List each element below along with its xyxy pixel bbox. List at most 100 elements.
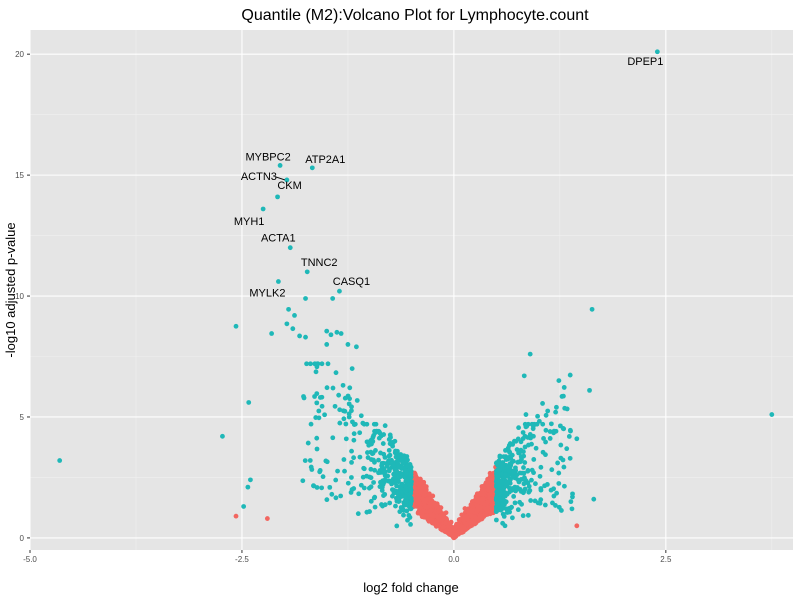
data-point-significant — [502, 523, 508, 529]
gene-label-dpep1: DPEP1 — [627, 56, 663, 68]
data-point-significant — [568, 428, 573, 434]
data-point-significant — [382, 423, 388, 429]
data-point-significant — [394, 449, 400, 455]
data-point-significant — [384, 463, 390, 469]
gene-label-casq1: CASQ1 — [333, 276, 370, 288]
data-point-significant — [341, 457, 347, 462]
data-point-not-significant — [477, 513, 483, 518]
data-point-significant — [388, 478, 394, 484]
data-point-significant — [325, 361, 331, 367]
data-point-significant — [349, 404, 354, 410]
data-point-significant — [531, 470, 536, 476]
data-point-significant — [349, 448, 354, 454]
data-point-significant — [342, 468, 347, 474]
data-point-significant — [396, 478, 401, 484]
x-tick-label: -2.5 — [235, 555, 249, 564]
data-point-significant — [547, 436, 553, 441]
data-point-significant — [530, 423, 536, 429]
x-tick-label: 0.0 — [448, 555, 460, 564]
data-point-significant — [395, 491, 401, 497]
data-point-significant — [400, 460, 406, 466]
data-point-not-significant — [452, 532, 458, 538]
data-point-not-significant — [426, 518, 432, 524]
data-point-significant — [521, 470, 527, 476]
data-point-significant — [509, 504, 514, 510]
data-point-not-significant — [484, 507, 490, 513]
data-point-significant — [313, 415, 319, 420]
data-point-significant — [337, 407, 343, 413]
data-point-significant — [547, 429, 553, 434]
data-point-not-significant — [456, 523, 462, 529]
data-point-significant — [538, 486, 544, 491]
data-point-significant — [324, 342, 330, 347]
data-point-not-significant — [421, 508, 427, 514]
data-point-not-significant — [421, 481, 426, 487]
data-point-significant — [503, 499, 509, 505]
data-point-significant — [589, 306, 595, 312]
data-point-significant — [386, 447, 392, 453]
data-point-significant — [537, 473, 543, 479]
data-point-significant — [515, 477, 521, 483]
data-point-significant — [561, 483, 567, 489]
data-point-significant — [319, 403, 325, 409]
data-point-significant — [559, 508, 564, 513]
data-point-significant — [332, 403, 338, 409]
data-points — [57, 49, 775, 541]
data-point-significant — [528, 498, 534, 503]
data-point-significant — [511, 494, 517, 499]
data-point-significant — [286, 306, 291, 312]
data-point-significant — [345, 342, 351, 347]
data-point-significant — [545, 408, 551, 414]
data-point-significant — [314, 391, 320, 397]
data-point-significant — [368, 498, 374, 504]
data-point-not-significant — [469, 504, 475, 509]
data-point-significant — [355, 511, 361, 517]
data-point-significant — [349, 475, 354, 480]
data-point-significant — [525, 512, 531, 518]
data-point-significant — [769, 412, 775, 417]
data-point-significant — [556, 470, 562, 476]
data-point-significant — [372, 494, 378, 500]
data-point-significant — [523, 412, 529, 417]
data-point-significant — [357, 454, 363, 460]
data-point-significant — [320, 474, 326, 480]
data-point-significant — [516, 450, 521, 456]
data-point-not-significant — [440, 524, 446, 530]
data-point-significant — [535, 500, 541, 506]
data-point-significant — [548, 487, 554, 493]
data-point-not-significant — [233, 513, 239, 519]
y-tick-label: 15 — [15, 171, 24, 180]
data-point-significant — [543, 412, 549, 418]
data-point-not-significant — [474, 503, 480, 509]
data-point-significant — [543, 439, 548, 445]
data-point-significant — [393, 454, 399, 460]
data-point-significant — [494, 501, 500, 506]
data-point-significant — [505, 463, 511, 469]
data-point-significant — [330, 296, 336, 301]
data-point-significant — [402, 494, 408, 500]
data-point-significant — [354, 398, 360, 403]
data-point-significant — [313, 369, 319, 375]
data-point-significant — [336, 392, 342, 398]
data-point-significant — [311, 483, 317, 489]
y-tick-label: 20 — [15, 50, 24, 59]
data-point-not-significant — [479, 496, 485, 502]
data-point-significant — [500, 463, 506, 468]
x-axis-title: log2 fold change — [363, 580, 458, 595]
data-point-significant — [557, 423, 563, 429]
data-point-significant — [543, 427, 549, 433]
data-point-significant — [379, 463, 385, 469]
y-axis-ticks: 0 5 10 15 20 — [15, 50, 30, 543]
data-point-significant — [387, 500, 393, 506]
data-point-significant — [371, 421, 377, 427]
data-point-significant — [350, 419, 355, 425]
data-point-significant — [376, 470, 381, 476]
data-point-significant — [544, 482, 550, 487]
data-point-significant — [525, 468, 531, 473]
data-point-not-significant — [415, 501, 421, 506]
data-point-significant — [504, 479, 510, 485]
data-point-significant — [408, 521, 413, 527]
data-point-significant — [405, 457, 410, 463]
data-point-not-significant — [483, 480, 489, 486]
data-point-significant — [358, 482, 364, 488]
